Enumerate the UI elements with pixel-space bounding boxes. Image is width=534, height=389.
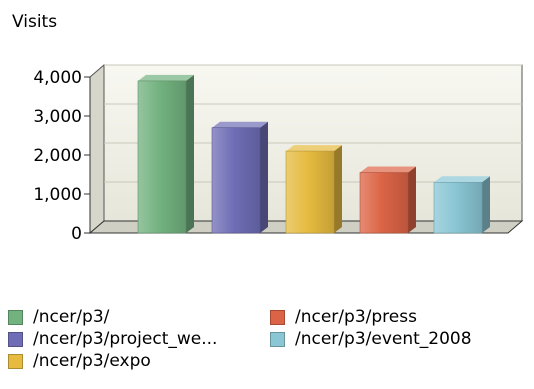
y-tick-label: 4,000	[33, 68, 82, 88]
legend-item: /ncer/p3/expo	[8, 350, 270, 372]
bar-front	[433, 182, 483, 234]
y-axis-label: Visits	[12, 12, 57, 32]
legend-label: /ncer/p3/	[33, 307, 110, 327]
bar	[137, 74, 194, 234]
legend-label: /ncer/p3/project_we...	[33, 329, 218, 349]
legend-swatch	[8, 309, 23, 325]
bar-front	[359, 172, 409, 234]
bar-top	[212, 121, 268, 128]
legend-swatch	[270, 331, 285, 347]
y-tick-labels: 4,000 3,000 2,000 1,000 0	[33, 68, 82, 244]
legend-swatch	[8, 353, 23, 369]
bar	[211, 121, 268, 234]
legend-swatch	[8, 331, 23, 347]
bar-side	[408, 166, 416, 233]
legend-label: /ncer/p3/expo	[33, 351, 151, 371]
bar-side	[482, 176, 490, 233]
y-tick-label: 3,000	[33, 107, 82, 127]
legend-item: /ncer/p3/press	[270, 306, 510, 328]
bar-front	[211, 127, 261, 234]
y-tick-label: 2,000	[33, 146, 82, 166]
bars	[137, 74, 490, 234]
bar-front	[285, 150, 335, 234]
bar-top	[138, 74, 194, 81]
y-tick-label: 1,000	[33, 185, 82, 205]
bar-top	[434, 176, 490, 183]
bar-top	[360, 166, 416, 173]
legend-label: /ncer/p3/press	[295, 307, 417, 327]
y-tick-label: 0	[71, 224, 82, 244]
legend-item: /ncer/p3/	[8, 306, 270, 328]
bar-side	[260, 121, 268, 233]
bar-front	[137, 80, 187, 234]
legend-swatch	[270, 309, 285, 325]
legend-label: /ncer/p3/event_2008	[295, 329, 472, 349]
side-wall	[89, 63, 105, 235]
bar	[359, 166, 416, 234]
bar-top	[286, 145, 342, 152]
legend-item: /ncer/p3/event_2008	[270, 328, 510, 350]
bar	[285, 145, 342, 234]
bar-side	[334, 145, 342, 233]
legend: /ncer/p3//ncer/p3/project_we.../ncer/p3/…	[8, 306, 510, 372]
bar-chart: Visits 4,000 3,000 2,000 1,000 0	[12, 12, 524, 244]
legend-item: /ncer/p3/project_we...	[8, 328, 270, 350]
bar-side	[186, 74, 194, 234]
bar	[433, 176, 490, 234]
